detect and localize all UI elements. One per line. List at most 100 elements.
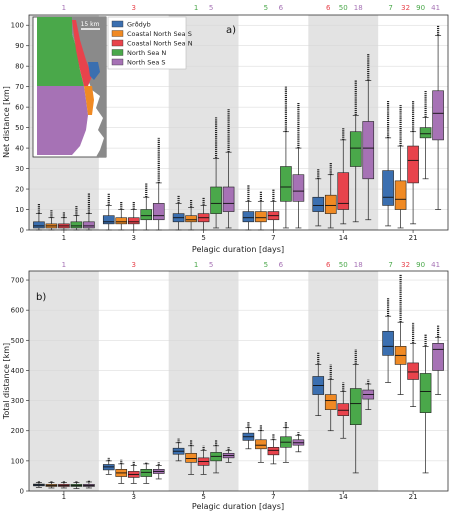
x-tick-label: 7 bbox=[271, 493, 275, 501]
box-north-sea-s-day-5 bbox=[222, 109, 235, 229]
legend-label: Grðdyb bbox=[127, 21, 151, 29]
outlier-count-label: 1 bbox=[62, 261, 66, 269]
y-tick-label: 200 bbox=[11, 427, 24, 435]
x-tick-label: 3 bbox=[132, 493, 136, 501]
box-north-sea-n-day-21 bbox=[419, 90, 432, 180]
y-tick-label: 50 bbox=[15, 124, 24, 132]
box-coastal-north-sea-n-day-3 bbox=[127, 201, 140, 231]
iqr-box bbox=[152, 203, 165, 221]
iqr-box bbox=[33, 221, 45, 229]
iqr-box bbox=[432, 343, 444, 371]
iqr-box bbox=[349, 388, 362, 425]
box-coastal-north-sea-s-day-7 bbox=[255, 424, 267, 463]
y-tick-label: 10 bbox=[15, 206, 24, 214]
box-north-sea-s-day-7 bbox=[292, 103, 305, 229]
map-scale-label: 15 km bbox=[81, 21, 100, 28]
iqr-box bbox=[394, 180, 407, 210]
y-tick-labels: 0 10 20 30 40 50 60 70 80 90 100 bbox=[11, 22, 29, 235]
outlier-counts: 1 3 1 5 5 6 6 50 18 7 32 90 41 bbox=[62, 261, 440, 269]
box-coastal-north-sea-s-day-21 bbox=[394, 105, 407, 229]
y-tick-label: 80 bbox=[15, 63, 24, 71]
iqr-box bbox=[242, 211, 255, 223]
box-north-sea-n-day-5 bbox=[210, 439, 222, 474]
plot-frame bbox=[28, 270, 449, 492]
box-coastal-north-sea-s-day-14 bbox=[324, 162, 337, 229]
shaded-band bbox=[29, 271, 99, 491]
outlier-count-label: 1 bbox=[62, 4, 66, 12]
outlier-count-label: 5 bbox=[264, 261, 268, 269]
box-coastal-north-sea-n-day-21 bbox=[407, 101, 419, 225]
map-north-sea-s-region bbox=[37, 86, 88, 155]
x-tick-labels: 1 3 5 7 14 21 bbox=[62, 230, 418, 242]
box-north-sea-s-day-7 bbox=[292, 432, 305, 453]
iqr-box bbox=[255, 211, 267, 223]
box-gr-dyb-day-3 bbox=[102, 457, 115, 475]
box-coastal-north-sea-n-day-7 bbox=[267, 433, 280, 465]
outlier-count-label: 6 bbox=[326, 4, 331, 12]
outlier-count-label: 1 bbox=[194, 4, 198, 12]
iqr-box bbox=[382, 330, 394, 356]
box-coastal-north-sea-n-day-5 bbox=[197, 445, 210, 475]
y-tick-label: 500 bbox=[11, 337, 24, 345]
outlier-count-label: 18 bbox=[354, 261, 363, 269]
box-gr-dyb-day-14 bbox=[312, 168, 325, 227]
box-coastal-north-sea-n-day-1 bbox=[58, 481, 70, 489]
box-gr-dyb-day-3 bbox=[102, 193, 115, 231]
box-gr-dyb-day-21 bbox=[382, 298, 394, 383]
iqr-box bbox=[70, 221, 83, 229]
box-coastal-north-sea-s-day-7 bbox=[255, 191, 267, 231]
iqr-box bbox=[349, 131, 362, 167]
outlier-counts: 1 3 1 5 5 6 6 50 18 7 32 90 41 bbox=[62, 4, 440, 12]
box-north-sea-n-day-3 bbox=[140, 462, 153, 484]
map-north-sea-n-region bbox=[37, 17, 84, 86]
y-tick-label: 400 bbox=[11, 367, 24, 375]
iqr-box bbox=[324, 394, 337, 410]
iqr-box bbox=[362, 121, 375, 180]
box-north-sea-n-day-1 bbox=[70, 481, 83, 489]
box-north-sea-n-day-3 bbox=[140, 182, 153, 231]
outlier-count-label: 50 bbox=[339, 261, 348, 269]
map-coastal-s-region bbox=[84, 86, 94, 115]
box-coastal-north-sea-n-day-21 bbox=[407, 322, 419, 407]
box-coastal-north-sea-n-day-14 bbox=[337, 127, 350, 225]
y-tick-label: 20 bbox=[15, 186, 24, 194]
outlier-count-label: 90 bbox=[416, 4, 425, 12]
inset-map: 15 km bbox=[32, 16, 107, 158]
box-north-sea-s-day-5 bbox=[222, 447, 235, 463]
outlier-count-label: 6 bbox=[279, 261, 284, 269]
legend-swatch bbox=[111, 58, 124, 66]
box-gr-dyb-day-1 bbox=[33, 480, 45, 488]
box-coastal-north-sea-s-day-14 bbox=[324, 364, 337, 432]
iqr-box bbox=[185, 453, 197, 463]
iqr-box bbox=[419, 127, 432, 139]
y-tick-label: 90 bbox=[15, 42, 24, 50]
box-north-sea-n-day-7 bbox=[280, 86, 292, 229]
outlier-count-label: 18 bbox=[354, 4, 363, 12]
box-gr-dyb-day-14 bbox=[312, 352, 325, 417]
x-tick-label: 5 bbox=[201, 493, 205, 501]
iqr-box bbox=[407, 362, 419, 380]
y-tick-label: 40 bbox=[15, 145, 24, 153]
outlier-count-label: 6 bbox=[279, 4, 284, 12]
iqr-box bbox=[140, 469, 153, 477]
box-north-sea-n-day-14 bbox=[349, 349, 362, 474]
iqr-box bbox=[432, 90, 444, 141]
box-coastal-north-sea-s-day-21 bbox=[394, 274, 407, 395]
iqr-box bbox=[382, 170, 394, 206]
y-tick-label: 0 bbox=[20, 488, 24, 496]
y-axis-label: Total distance [km] bbox=[2, 343, 11, 420]
y-tick-label: 300 bbox=[11, 397, 24, 405]
x-tick-labels: 1 3 5 7 14 21 bbox=[62, 491, 418, 501]
legend-swatch bbox=[111, 30, 124, 37]
box-north-sea-n-day-7 bbox=[280, 421, 292, 463]
y-tick-label: 100 bbox=[11, 457, 24, 465]
box-gr-dyb-day-5 bbox=[172, 438, 185, 462]
outlier-count-label: 41 bbox=[431, 4, 440, 12]
outlier-count-label: 90 bbox=[416, 261, 425, 269]
legend-label: North Sea N bbox=[127, 49, 166, 57]
iqr-box bbox=[337, 403, 350, 416]
box-coastal-north-sea-n-day-7 bbox=[267, 189, 280, 231]
